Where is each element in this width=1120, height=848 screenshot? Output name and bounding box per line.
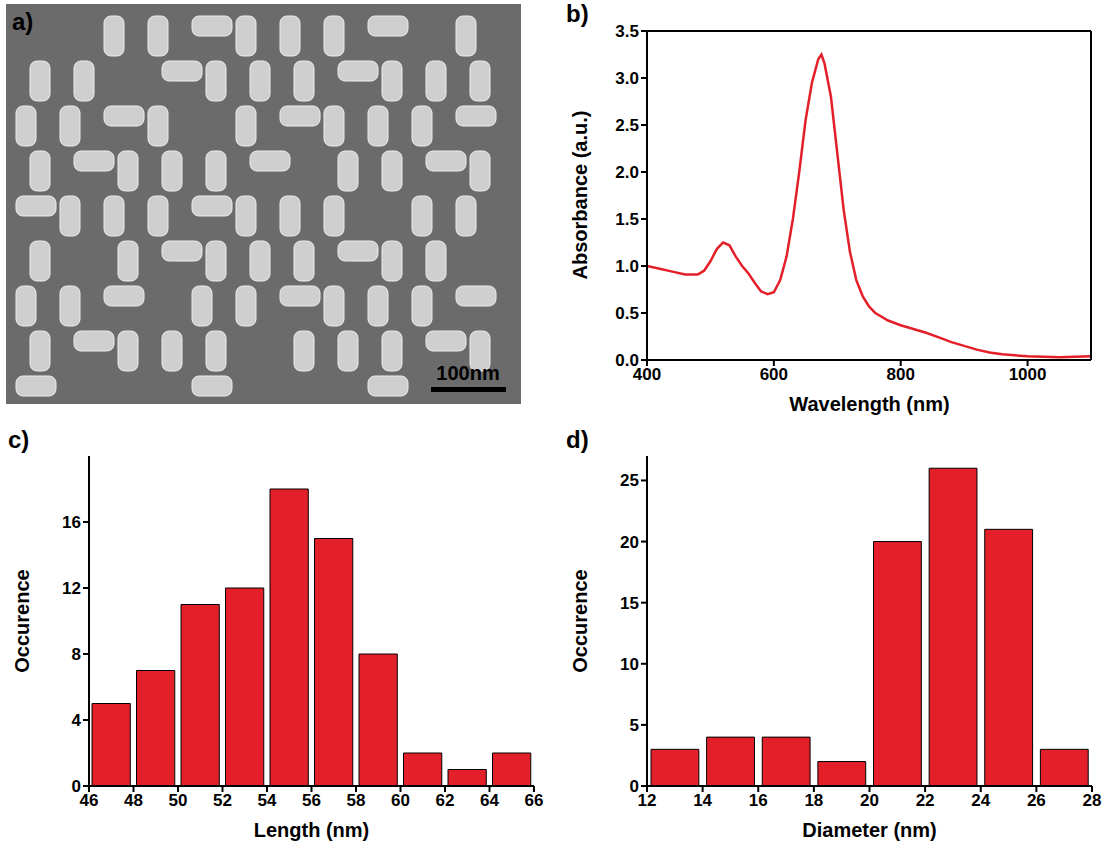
html-text:Absorbance (a.u.): Absorbance (a.u.): [569, 110, 591, 280]
svg-text:18: 18: [804, 791, 823, 810]
svg-text:15: 15: [620, 594, 639, 613]
svg-text:0: 0: [630, 777, 639, 796]
svg-text:60: 60: [391, 791, 410, 810]
svg-text:2.0: 2.0: [615, 163, 639, 182]
svg-text:4: 4: [72, 711, 82, 730]
svg-text:1000: 1000: [1009, 365, 1047, 384]
svg-text:22: 22: [916, 791, 935, 810]
svg-text:0.5: 0.5: [615, 304, 639, 323]
svg-text:8: 8: [72, 645, 81, 664]
html-text:Occurence: Occurence: [11, 569, 33, 673]
svg-text:66: 66: [525, 791, 544, 810]
svg-text:0.0: 0.0: [615, 351, 639, 370]
svg-text:58: 58: [347, 791, 366, 810]
svg-text:100nm: 100nm: [436, 362, 499, 384]
svg-text:400: 400: [632, 365, 662, 385]
svg-text:14: 14: [693, 791, 712, 810]
html-text:c): c): [8, 426, 30, 453]
svg-text:1.5: 1.5: [615, 210, 639, 229]
svg-text:64: 64: [480, 791, 499, 810]
html-text:Diameter (nm): Diameter (nm): [802, 819, 937, 841]
html-text:Length (nm): Length (nm): [253, 819, 370, 841]
svg-text:46: 46: [80, 791, 99, 810]
svg-text:28: 28: [1083, 791, 1102, 810]
svg-text:52: 52: [213, 791, 232, 810]
svg-text:a): a): [12, 8, 33, 35]
svg-text:62: 62: [436, 791, 455, 810]
html-text:Wavelength (nm): Wavelength (nm): [789, 393, 950, 415]
svg-text:24: 24: [971, 791, 990, 810]
svg-text:48: 48: [124, 791, 143, 810]
svg-text:12: 12: [62, 579, 81, 598]
svg-text:800: 800: [887, 365, 915, 384]
svg-text:26: 26: [1027, 791, 1046, 810]
html-text:Occurence: Occurence: [569, 569, 591, 673]
html-text:b): b): [566, 0, 589, 27]
svg-text:16: 16: [62, 513, 81, 532]
svg-text:20: 20: [620, 533, 639, 552]
svg-text:56: 56: [302, 791, 321, 810]
svg-text:3.5: 3.5: [615, 22, 639, 41]
svg-text:50: 50: [169, 791, 188, 810]
svg-text:2.5: 2.5: [615, 116, 639, 135]
svg-text:16: 16: [749, 791, 768, 810]
svg-text:5: 5: [630, 716, 639, 735]
html-text:d): d): [566, 426, 589, 453]
svg-text:0: 0: [72, 777, 81, 796]
svg-text:10: 10: [620, 655, 639, 674]
svg-text:1.0: 1.0: [615, 257, 639, 276]
svg-text:25: 25: [620, 471, 639, 490]
svg-text:20: 20: [860, 791, 879, 810]
svg-text:600: 600: [760, 365, 788, 384]
svg-text:3.0: 3.0: [615, 69, 639, 88]
svg-text:12: 12: [638, 791, 657, 810]
svg-text:54: 54: [258, 791, 277, 810]
